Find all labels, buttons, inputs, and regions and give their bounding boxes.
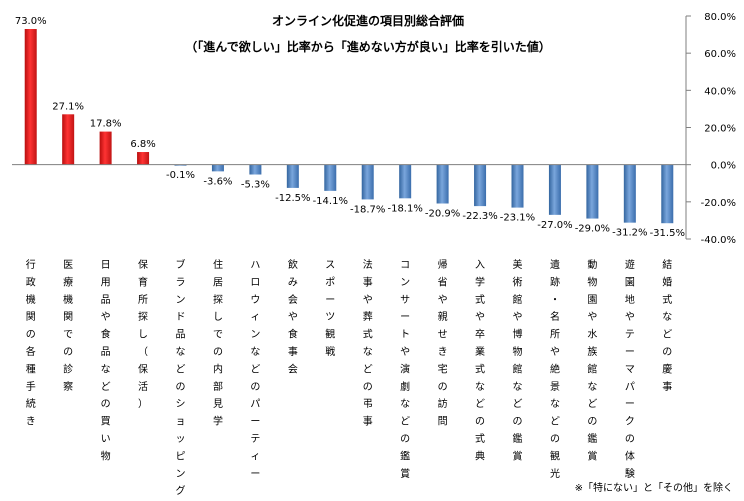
y-tick-label-2: 40.0% xyxy=(704,86,736,97)
data-label-16: -31.2% xyxy=(612,228,647,239)
category-label-7: 飲み会や食事会 xyxy=(288,258,298,375)
bar-5 xyxy=(211,164,224,172)
bar-14 xyxy=(548,164,561,215)
footnote: ※「特にない」と「その他」を除く xyxy=(575,481,733,494)
data-label-9: -18.7% xyxy=(350,204,385,215)
bar-11 xyxy=(436,164,449,204)
bar-10 xyxy=(399,164,412,199)
data-label-6: -5.3% xyxy=(241,180,270,191)
data-label-8: -14.1% xyxy=(313,196,348,207)
bar-3 xyxy=(137,152,150,165)
category-label-9: 法事や葬式などの弔事 xyxy=(363,258,373,428)
bar-0 xyxy=(24,29,37,165)
data-label-5: -3.6% xyxy=(203,176,232,187)
bar-4 xyxy=(174,164,187,166)
category-labels: 行政機関の各種手続き 医療機関での診察 日用品や食品などの買い物 保育所探し（保活） ブ… xyxy=(26,258,673,497)
category-label-17: 結婚式などの慶事 xyxy=(662,258,672,393)
y-tick-label-1: 60.0% xyxy=(704,49,736,60)
y-tick-label-5: -20.0% xyxy=(701,198,736,209)
category-label-16: 遊園地やテーマパークの体験 xyxy=(625,258,635,480)
y-axis-ticks: 80.0% 60.0% 40.0% 20.0% 0.0% -20.0% -40.0% xyxy=(686,12,736,246)
bar-16 xyxy=(623,164,636,223)
data-label-1: 27.1% xyxy=(52,101,84,112)
category-label-11: 帰省や親せき宅の訪問 xyxy=(438,258,448,428)
bar-8 xyxy=(324,164,337,191)
category-label-15: 動物園や水族館などの鑑賞 xyxy=(587,258,597,462)
bar-13 xyxy=(511,164,524,208)
data-label-0: 73.0% xyxy=(15,16,47,27)
y-tick-label-3: 20.0% xyxy=(704,124,736,135)
category-label-12: 入学式や卒業式などの式典 xyxy=(475,260,485,462)
data-label-13: -23.1% xyxy=(500,213,535,224)
bar-2 xyxy=(99,131,112,165)
data-label-10: -18.1% xyxy=(387,203,422,214)
category-label-14: 遺跡・名所や絶景などの観光 xyxy=(550,258,560,480)
data-label-2: 17.8% xyxy=(90,119,122,130)
category-label-13: 美術館や博物館などの鑑賞 xyxy=(513,258,523,462)
data-label-4: -0.1% xyxy=(166,170,195,181)
category-label-4: ブランド品などのショッピング xyxy=(176,258,186,497)
data-label-12: -22.3% xyxy=(462,211,497,222)
bar-7 xyxy=(286,164,299,188)
data-label-group: 73.0% 27.1% 17.8% 6.8% -0.1% -3.6% -5.3% -12.5%… xyxy=(15,16,685,239)
y-tick-label-6: -40.0% xyxy=(701,235,736,246)
category-label-6: ハロウィンなどのパーティー xyxy=(250,260,260,480)
category-label-8: スポーツ観戦 xyxy=(325,260,335,358)
data-label-15: -29.0% xyxy=(575,224,610,235)
bar-17 xyxy=(661,164,674,224)
category-label-1: 医療機関での診察 xyxy=(63,259,73,393)
bar-series xyxy=(24,29,674,224)
category-label-0: 行政機関の各種手続き xyxy=(26,258,36,428)
data-label-3: 6.8% xyxy=(130,139,155,150)
data-label-17: -31.5% xyxy=(650,228,685,239)
y-tick-label-4: 0.0% xyxy=(711,161,736,172)
data-label-11: -20.9% xyxy=(425,209,460,220)
category-label-5: 住居探しでの内部見学 xyxy=(213,258,223,428)
bar-9 xyxy=(361,164,374,200)
y-tick-label-0: 80.0% xyxy=(704,12,736,23)
chart-title: オンライン化促進の項目別総合評価 xyxy=(272,13,464,28)
bar-1 xyxy=(62,114,75,165)
bar-15 xyxy=(586,164,599,219)
category-label-10: コンサートや演劇などの鑑賞 xyxy=(400,260,410,480)
chart-subtitle: （「進んで欲しい」比率から「進めない方が良い」比率を引いた値） xyxy=(185,39,550,54)
category-label-3: 保育所探し（保活） xyxy=(138,258,148,410)
data-label-14: -27.0% xyxy=(537,220,572,231)
data-label-7: -12.5% xyxy=(275,193,310,204)
bar-12 xyxy=(474,164,487,207)
bar-6 xyxy=(249,164,262,175)
category-label-2: 日用品や食品などの買い物 xyxy=(101,260,111,462)
